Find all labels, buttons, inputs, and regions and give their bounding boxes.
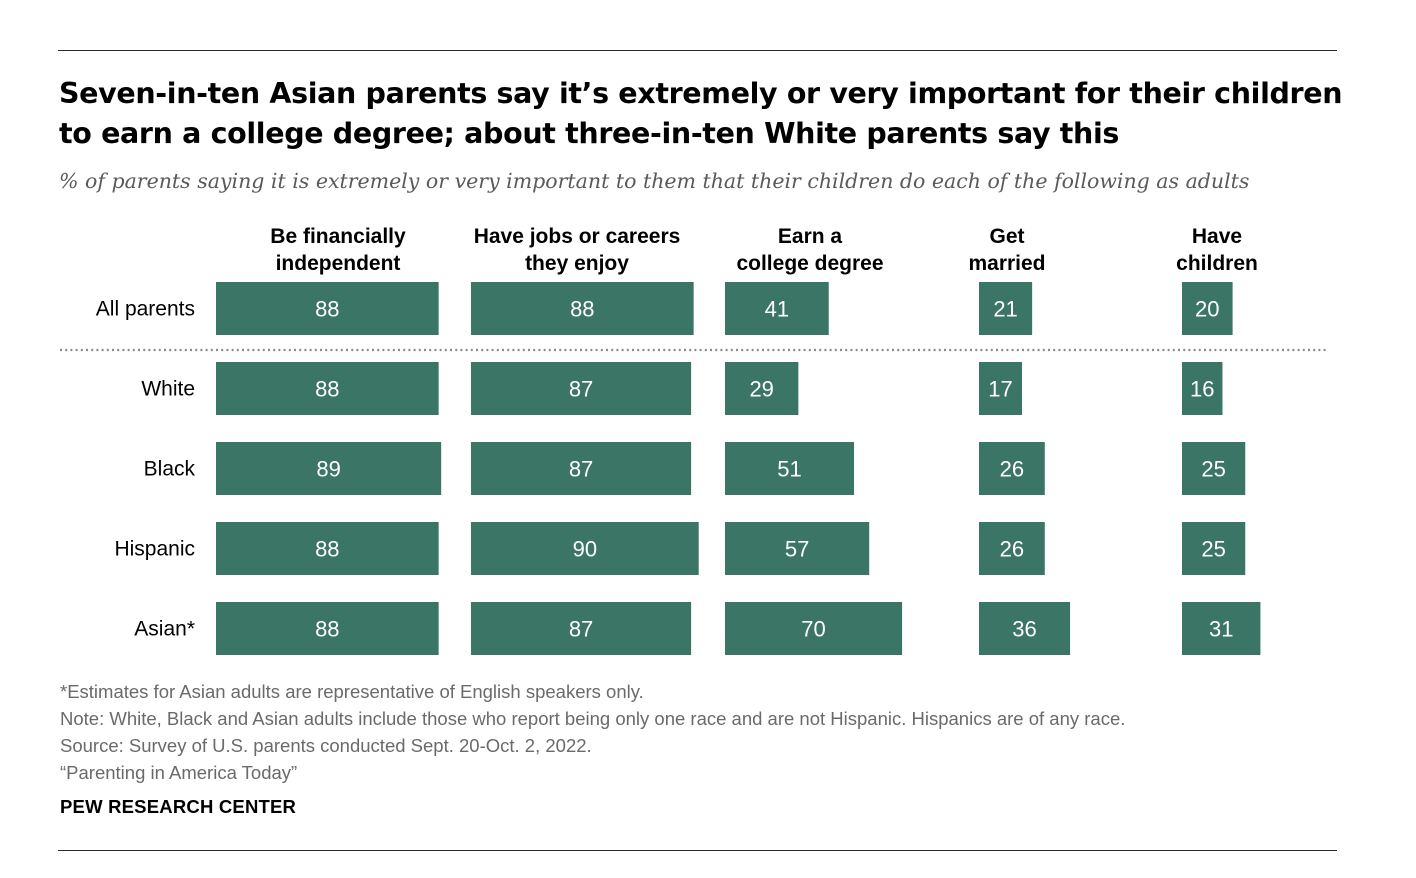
row-label: Black bbox=[144, 458, 196, 481]
data-label: 88 bbox=[315, 377, 339, 402]
data-label: 88 bbox=[315, 617, 339, 642]
bar bbox=[725, 362, 799, 415]
column-header: Have jobs or careers they enjoy bbox=[474, 225, 681, 275]
brand-logo-text: PEW RESEARCH CENTER bbox=[60, 796, 297, 817]
bar bbox=[979, 282, 1033, 335]
data-label: 20 bbox=[1195, 297, 1219, 322]
data-label: 31 bbox=[1209, 617, 1233, 642]
data-label: 29 bbox=[749, 377, 773, 402]
bar bbox=[216, 522, 439, 575]
bar bbox=[979, 522, 1045, 575]
bar bbox=[725, 602, 903, 655]
column-header: Earn a college degree bbox=[736, 225, 883, 275]
data-label: 21 bbox=[993, 297, 1017, 322]
data-label: 16 bbox=[1190, 377, 1214, 402]
row-label: Hispanic bbox=[114, 538, 195, 561]
data-label: 51 bbox=[777, 457, 801, 482]
bar bbox=[216, 362, 439, 415]
bar bbox=[725, 282, 829, 335]
data-label: 70 bbox=[801, 617, 825, 642]
data-label: 25 bbox=[1201, 537, 1225, 562]
data-label: 89 bbox=[316, 457, 340, 482]
chart-title: Seven-in-ten Asian parents say it’s extr… bbox=[59, 77, 1343, 150]
report-title: “Parenting in America Today” bbox=[60, 762, 298, 783]
data-label: 41 bbox=[765, 297, 789, 322]
bar bbox=[1182, 362, 1223, 415]
data-label: 26 bbox=[1000, 537, 1024, 562]
data-label: 36 bbox=[1012, 617, 1036, 642]
data-label: 57 bbox=[785, 537, 809, 562]
bottom-rule bbox=[58, 850, 1337, 851]
data-label: 26 bbox=[1000, 457, 1024, 482]
column-header: Have children bbox=[1176, 225, 1258, 275]
bar bbox=[471, 362, 692, 415]
bar bbox=[216, 282, 439, 335]
bar bbox=[979, 442, 1045, 495]
bar bbox=[471, 522, 699, 575]
bar bbox=[471, 442, 692, 495]
column-header: Be financially independent bbox=[270, 225, 406, 275]
data-label: 87 bbox=[569, 377, 593, 402]
data-label: 87 bbox=[569, 617, 593, 642]
bar bbox=[725, 522, 870, 575]
chart-subtitle: % of parents saying it is extremely or v… bbox=[59, 169, 1250, 193]
data-label: 90 bbox=[573, 537, 597, 562]
bar bbox=[979, 602, 1071, 655]
footnotes: *Estimates for Asian adults are represen… bbox=[60, 678, 1125, 786]
data-label: 88 bbox=[570, 297, 594, 322]
row-label: Asian* bbox=[134, 618, 195, 641]
source-note: Source: Survey of U.S. parents conducted… bbox=[60, 735, 592, 756]
bar-chart: Be financially independent Have jobs or ca… bbox=[60, 225, 1328, 655]
bar bbox=[1182, 442, 1246, 495]
bar bbox=[1182, 522, 1246, 575]
asterisk-note: *Estimates for Asian adults are represen… bbox=[60, 681, 644, 702]
data-label: 25 bbox=[1201, 457, 1225, 482]
bar bbox=[216, 442, 442, 495]
bar bbox=[471, 602, 692, 655]
data-label: 88 bbox=[315, 537, 339, 562]
row-label: White bbox=[141, 378, 195, 401]
methodology-note: Note: White, Black and Asian adults incl… bbox=[60, 708, 1126, 729]
bar bbox=[1182, 282, 1233, 335]
data-label: 88 bbox=[315, 297, 339, 322]
bar bbox=[725, 442, 855, 495]
bar bbox=[216, 602, 439, 655]
row-label: All parents bbox=[96, 298, 195, 321]
bar bbox=[979, 362, 1023, 415]
bar bbox=[1182, 602, 1261, 655]
data-label: 87 bbox=[569, 457, 593, 482]
column-header: Get married bbox=[968, 225, 1045, 275]
data-label: 17 bbox=[988, 377, 1012, 402]
bar bbox=[471, 282, 694, 335]
top-rule bbox=[58, 50, 1337, 51]
